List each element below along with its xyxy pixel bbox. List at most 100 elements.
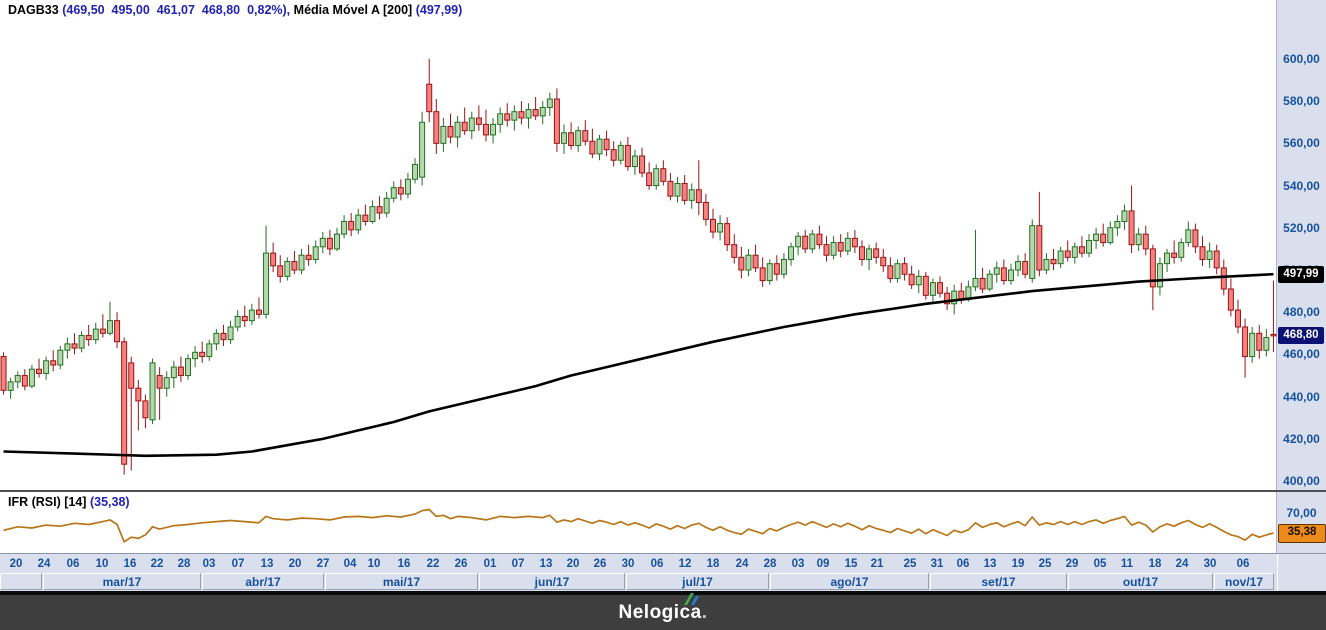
candle-body [1227, 288, 1234, 311]
candle-body [1128, 210, 1135, 246]
candle-body [376, 206, 383, 214]
candle-body [724, 223, 731, 246]
day-tick-label: 20 [566, 558, 580, 570]
candle-body [823, 244, 830, 256]
bottom-divider-bar [0, 591, 1326, 595]
day-tick-label: 15 [844, 558, 858, 570]
candle-body [135, 387, 142, 402]
day-tick-label: 22 [426, 558, 440, 570]
candle-body [397, 187, 404, 195]
candle-body [1050, 258, 1057, 265]
ma-price-tag: 497,99 [1278, 265, 1324, 283]
candle-body [106, 320, 113, 334]
month-cell: out/17 [1068, 573, 1213, 590]
date-axis[interactable]: 20 24 06 10 16 22 28 03 07 13 20 27 04 10 16 22 26 01 07 13… [0, 553, 1326, 591]
candle-body [1022, 261, 1029, 275]
rsi-tick-label: 70,00 [1286, 505, 1317, 520]
candle-body [518, 111, 525, 119]
day-tick-label: 20 [9, 558, 23, 570]
candle-body [816, 233, 823, 246]
price-tick-label: 580,00 [1283, 94, 1320, 109]
candle-body [163, 377, 170, 389]
candle-body [553, 98, 560, 144]
price-tick-label: 480,00 [1283, 305, 1320, 320]
candle-body [1249, 332, 1256, 358]
candle-body [1000, 267, 1007, 282]
candle-body [802, 235, 809, 250]
day-tick-label: 28 [177, 558, 191, 570]
candle-body [717, 223, 724, 233]
day-tick-label: 06 [956, 558, 970, 570]
candle-body [589, 140, 596, 155]
candle-body [773, 263, 780, 275]
candle-body [170, 366, 177, 379]
candle-body [1085, 239, 1092, 254]
candle-body [1078, 246, 1085, 254]
candle-body [128, 362, 135, 389]
candle-body [830, 242, 837, 256]
month-cell: jul/17 [626, 573, 769, 590]
day-tick-label: 13 [983, 558, 997, 570]
price-tick-label: 440,00 [1283, 389, 1320, 404]
candle-body [255, 309, 262, 315]
candle-body [809, 233, 816, 250]
candle-body [624, 144, 631, 168]
candle-body [1015, 261, 1022, 271]
candle-body [1149, 248, 1156, 288]
day-tick-label: 26 [593, 558, 607, 570]
footer-bar: Nelogica. [0, 592, 1326, 630]
candle-body [298, 254, 305, 271]
candle-body [78, 334, 85, 349]
rsi-value-tag: 35,38 [1278, 524, 1326, 544]
candle-body [14, 375, 21, 383]
candle-body [1199, 246, 1206, 260]
day-tick-label: 31 [930, 558, 944, 570]
candle-body [1242, 326, 1249, 358]
candle-body [1164, 252, 1171, 265]
candle-body [326, 237, 333, 250]
candle-body [631, 155, 638, 168]
candle-body [546, 98, 553, 108]
candle-body [461, 121, 468, 132]
candlestick-chart[interactable] [0, 0, 1326, 553]
candle-body [752, 254, 759, 269]
candle-body [28, 368, 35, 387]
day-tick-label: 07 [511, 558, 525, 570]
candle-body [681, 182, 688, 201]
candle-body [1220, 267, 1227, 290]
candle-body [993, 267, 1000, 275]
candle-body [206, 343, 213, 358]
candle-body [1064, 250, 1071, 258]
candle-body [447, 125, 454, 138]
ma-indicator-value: (497,99) [415, 3, 463, 17]
candle-body [468, 117, 475, 132]
day-tick-label: 06 [66, 558, 80, 570]
brand-wordmark: Nelogica. [619, 592, 708, 624]
candle-body [766, 263, 773, 282]
candle-body [1263, 337, 1270, 351]
day-tick-label: 11 [1120, 558, 1134, 570]
candle-body [1192, 229, 1199, 248]
candle-body [702, 201, 709, 220]
rsi-header: IFR (RSI) [14] (35,38) [8, 495, 130, 509]
price-tick-label: 600,00 [1283, 51, 1320, 66]
candle-body [0, 356, 7, 391]
day-tick-label: 24 [37, 558, 51, 570]
candle-body [738, 256, 745, 271]
candle-body [199, 351, 206, 358]
candle-body [284, 261, 291, 277]
month-cell: abr/17 [202, 573, 324, 590]
day-tick-label: 03 [791, 558, 805, 570]
candle-body [780, 258, 787, 275]
candle-body [873, 248, 880, 258]
candle-body [1206, 250, 1213, 260]
candle-body [504, 113, 511, 121]
candle-body [1057, 250, 1064, 265]
candle-body [908, 273, 915, 286]
candle-body [433, 111, 440, 144]
day-tick-label: 16 [397, 558, 411, 570]
candle-body [1135, 233, 1142, 246]
candle-body [305, 254, 312, 260]
candle-body [92, 328, 99, 341]
